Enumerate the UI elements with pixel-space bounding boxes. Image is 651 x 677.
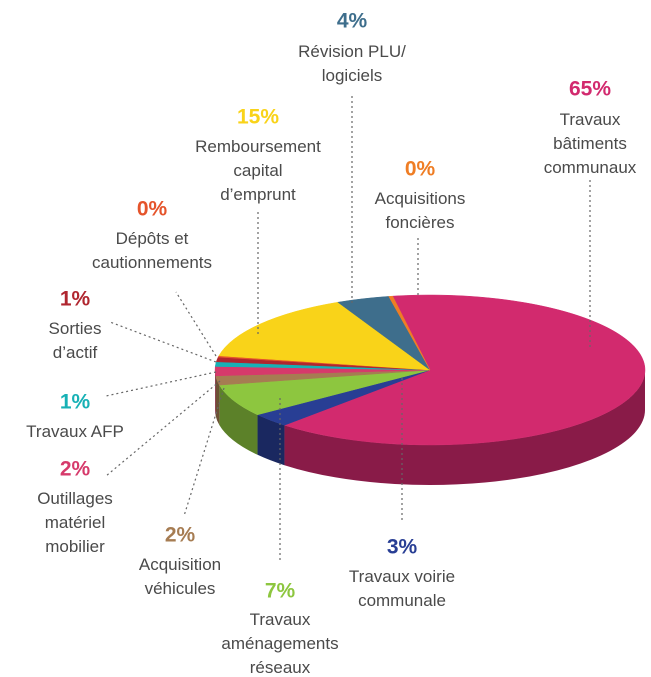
value-label: 0%	[137, 198, 168, 221]
category-label: Travaux aménagements réseaux	[221, 610, 338, 677]
value-label: 1%	[60, 288, 91, 311]
slice	[283, 294, 646, 446]
leader-line	[109, 321, 217, 363]
leader-line	[175, 291, 217, 357]
value-label: 65%	[569, 78, 611, 101]
leader-line	[105, 371, 217, 397]
value-label: 7%	[265, 580, 296, 603]
slice	[388, 295, 431, 371]
category-label: Sorties d’actif	[49, 319, 102, 362]
value-label: 0%	[405, 158, 436, 181]
value-label: 4%	[337, 10, 368, 33]
value-label: 1%	[60, 391, 91, 414]
slice-side	[215, 370, 216, 416]
category-label: Travaux bâtiments communaux	[544, 110, 637, 177]
sides	[215, 370, 645, 485]
value-label: 2%	[60, 458, 91, 481]
category-label: Acquisition véhicules	[139, 555, 221, 598]
category-label: Outillages matériel mobilier	[37, 489, 113, 556]
leader-line	[183, 387, 225, 517]
category-label: Révision PLU/logiciels	[298, 42, 406, 85]
value-label: 15%	[237, 106, 279, 129]
value-label: 3%	[387, 536, 418, 559]
category-label: Travaux voirie communale	[349, 567, 455, 610]
category-label: Travaux AFP	[26, 422, 124, 441]
value-label: 2%	[165, 524, 196, 547]
category-label: Remboursement capital d’emprunt	[195, 137, 321, 204]
tops	[214, 294, 646, 446]
slice-side	[257, 414, 285, 466]
category-label: Dépôts et cautionnements	[92, 229, 212, 272]
slice-side	[284, 370, 645, 485]
category-label: Acquisitions foncières	[375, 189, 466, 232]
slice-side	[219, 385, 258, 455]
slice	[218, 301, 431, 371]
